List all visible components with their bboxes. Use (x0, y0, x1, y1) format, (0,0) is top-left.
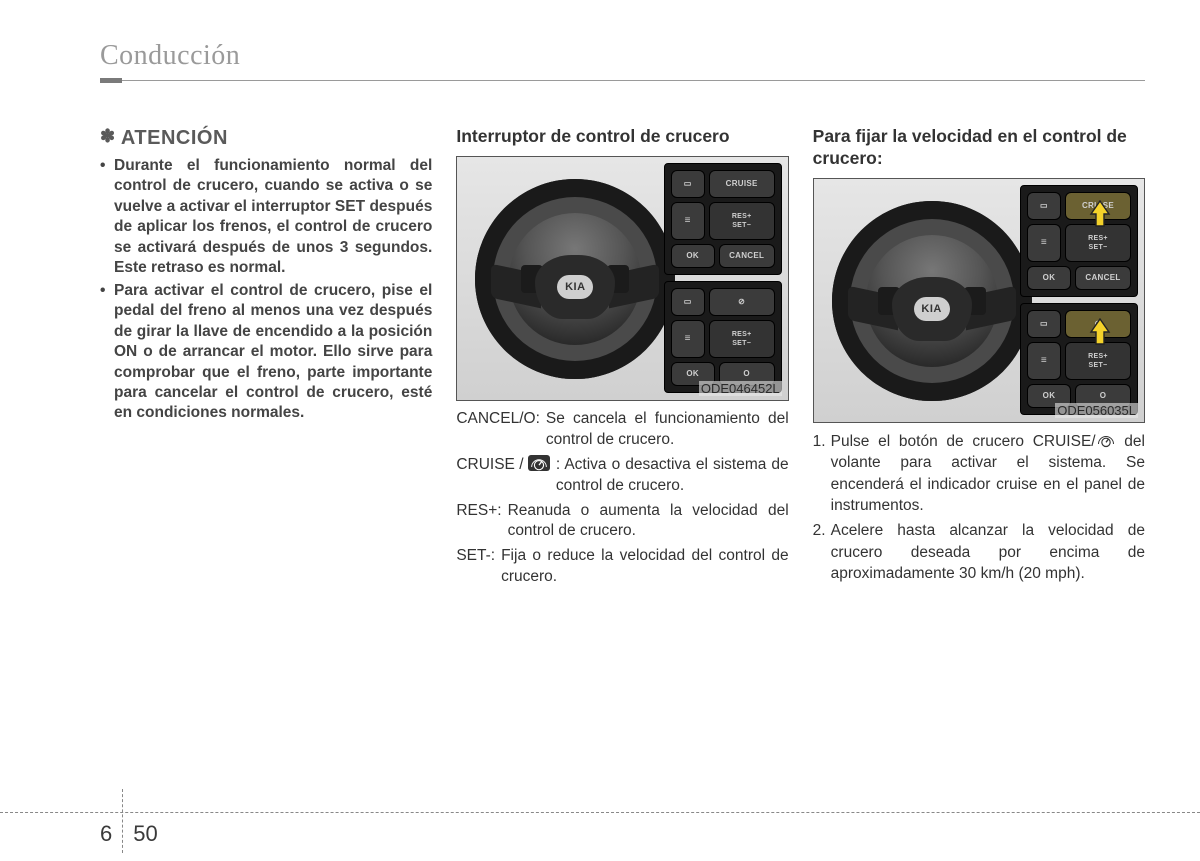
interruptor-heading: Interruptor de control de crucero (456, 126, 788, 148)
def-desc: Fija o reduce la velocidad del control d… (501, 546, 789, 588)
def-term: CANCEL/O: (456, 409, 546, 451)
speed-limit-button-highlight-icon: ⊘ (1065, 310, 1131, 338)
atencion-bullet: Para activar el control de crucero, pise… (100, 281, 432, 424)
step-item: Acelere hasta alcanzar la velocidad de c… (813, 520, 1145, 584)
manual-page: Conducción ✽ ATENCIÓN Durante el funcion… (0, 0, 1200, 861)
def-row: CANCEL/O: Se cancela el funcionamiento d… (456, 409, 788, 451)
control-detail-panel: ▭ CRUISE ≡ OK CANCEL (1020, 185, 1138, 297)
menu-button-icon: ≡ (671, 320, 705, 358)
atencion-heading: ✽ ATENCIÓN (100, 126, 432, 150)
chapter-number: 6 (100, 821, 122, 847)
control-detail-panel: ▭ CRUISE ≡ OK CANCEL (664, 163, 782, 275)
brand-badge: KIA (557, 275, 593, 299)
column-interruptor: Interruptor de control de crucero KIA ▭ … (456, 126, 788, 592)
menu-button-icon: ≡ (671, 202, 705, 240)
step-text-pre: Pulse el botón de crucero CRUISE/ (831, 433, 1096, 450)
cruise-speedometer-icon (1096, 433, 1116, 449)
speed-limit-button-icon: ⊘ (709, 288, 775, 316)
atencion-bullets: Durante el funcionamiento normal del con… (100, 156, 432, 424)
res-set-toggle-icon (1065, 224, 1131, 262)
def-term: CRUISE / (456, 455, 556, 497)
def-desc: : Activa o desactiva el sistema de contr… (556, 455, 789, 497)
control-detail-stack: ▭ CRUISE ≡ OK CANCEL ▭ ⊘ ≡ (1020, 185, 1138, 415)
cancel-button-icon: CANCEL (719, 244, 775, 268)
page-index: 50 (123, 821, 157, 847)
cancel-button-icon: CANCEL (1075, 266, 1131, 290)
atencion-bullet: Durante el funcionamiento normal del con… (100, 156, 432, 279)
def-desc: Se cancela el funcionamiento del control… (546, 409, 789, 451)
menu-button-icon: ≡ (1027, 342, 1061, 380)
control-definitions: CANCEL/O: Se cancela el funcionamiento d… (456, 409, 788, 588)
mode-button-icon: ▭ (671, 170, 705, 198)
control-detail-panel: ▭ ⊘ ≡ OK O (664, 281, 782, 393)
wheel-hub-icon: KIA (535, 255, 615, 319)
res-set-toggle-icon (709, 320, 775, 358)
res-set-toggle-icon (1065, 342, 1131, 380)
fijar-steps: Pulse el botón de crucero CRUISE/ del vo… (813, 431, 1145, 585)
def-row: CRUISE / : Activa o desactiva el sistema… (456, 455, 788, 497)
atencion-heading-text: ATENCIÓN (121, 127, 228, 149)
step-item: Pulse el botón de crucero CRUISE/ del vo… (813, 431, 1145, 517)
mode-button-icon: ▭ (1027, 192, 1061, 220)
mode-button-icon: ▭ (671, 288, 705, 316)
fijar-heading: Para fijar la velocidad en el control de… (813, 126, 1145, 170)
figure-code: ODE056035L (1055, 403, 1138, 418)
step-text-pre: Acelere hasta alcanzar la velocidad de c… (831, 522, 1145, 582)
res-set-toggle-icon (709, 202, 775, 240)
mode-button-icon: ▭ (1027, 310, 1061, 338)
page-number: 6 50 (100, 817, 158, 851)
figure-code: ODE046452L (699, 381, 782, 396)
column-fijar-velocidad: Para fijar la velocidad en el control de… (813, 126, 1145, 592)
column-atencion: ✽ ATENCIÓN Durante el funcionamiento nor… (100, 126, 432, 592)
interruptor-figure: KIA ▭ CRUISE ≡ OK CANCEL ▭ ⊘ ≡ (456, 156, 788, 401)
def-term: RES+: (456, 501, 507, 543)
cruise-speedometer-icon (528, 455, 550, 471)
fijar-figure: KIA ▭ CRUISE ≡ OK CANCEL (813, 178, 1145, 423)
menu-button-icon: ≡ (1027, 224, 1061, 262)
ok-button-icon: OK (671, 244, 715, 268)
def-row: RES+: Reanuda o aumenta la velocidad del… (456, 501, 788, 543)
wheel-hub-icon: KIA (892, 277, 972, 341)
section-title: Conducción (100, 40, 1145, 72)
cruise-button-highlight-icon: CRUISE (1065, 192, 1131, 220)
def-desc: Reanuda o aumenta la velocidad del contr… (508, 501, 789, 543)
cruise-button-icon: CRUISE (709, 170, 775, 198)
atencion-star-icon: ✽ (100, 126, 116, 146)
control-detail-panel: ▭ ⊘ ≡ OK O (1020, 303, 1138, 415)
def-row: SET-: Fija o reduce la velocidad del con… (456, 546, 788, 588)
brand-badge: KIA (914, 297, 950, 321)
header-rule (100, 78, 1145, 96)
ok-button-icon: OK (1027, 266, 1071, 290)
control-detail-stack: ▭ CRUISE ≡ OK CANCEL ▭ ⊘ ≡ OK O (664, 163, 782, 393)
def-term: SET-: (456, 546, 501, 588)
def-term-text: CRUISE / (456, 456, 523, 473)
columns: ✽ ATENCIÓN Durante el funcionamiento nor… (100, 126, 1145, 592)
crop-mark (0, 812, 1200, 813)
